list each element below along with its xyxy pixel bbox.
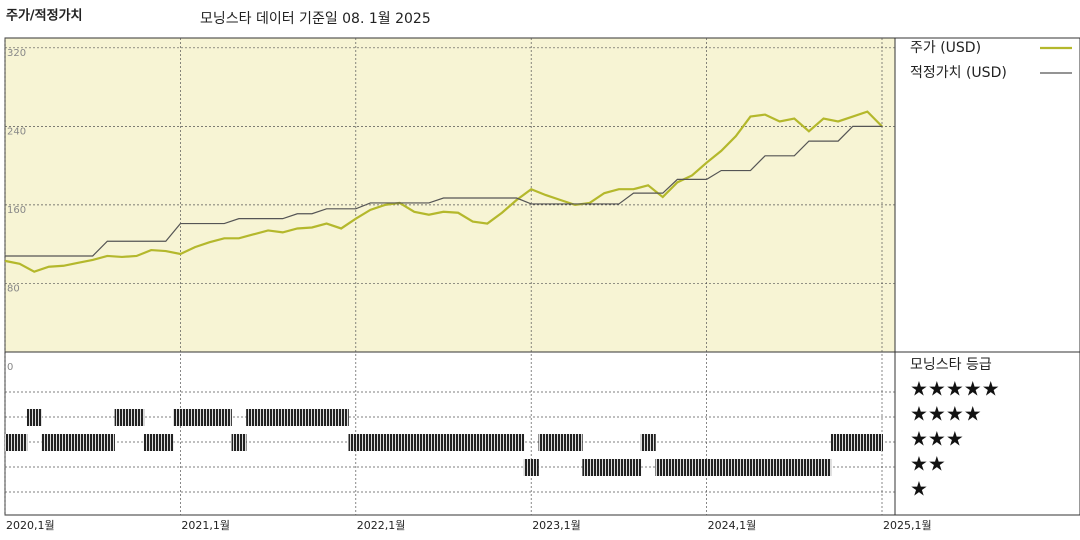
rating-bar	[757, 459, 773, 476]
rating-bar	[509, 434, 525, 451]
rating-bar	[845, 434, 861, 451]
legend-label: 적정가치 (USD)	[910, 65, 1007, 81]
y-tick-label: 160	[7, 205, 26, 216]
y-tick-label: 240	[7, 126, 26, 137]
rating-bar	[319, 409, 335, 426]
rating-bar	[480, 434, 495, 451]
rating-bar	[450, 434, 466, 451]
x-tick-label: 2023,1월	[532, 519, 581, 532]
rating-bar	[100, 434, 115, 451]
rating-bar	[363, 434, 379, 451]
x-tick-label: 2025,1월	[883, 519, 932, 532]
rating-bar	[713, 459, 729, 476]
rating-bar	[70, 434, 86, 451]
rating-bar	[392, 434, 408, 451]
rating-bar	[158, 434, 174, 451]
rating-bar	[523, 459, 539, 476]
rating-bar	[260, 409, 276, 426]
line	[4, 110, 883, 273]
rating-bar	[348, 434, 364, 451]
rating-bar	[56, 434, 72, 451]
rating-bar	[553, 434, 569, 451]
rating-bar	[143, 434, 159, 451]
rating-bar	[333, 409, 349, 426]
rating-bar	[860, 434, 875, 451]
rating-bar	[187, 409, 203, 426]
rating-bar	[699, 459, 715, 476]
rating-bar	[246, 409, 262, 426]
rating-bar	[655, 459, 671, 476]
rating-bar	[567, 434, 583, 451]
rating-bar	[421, 434, 437, 451]
rating-bar	[26, 409, 42, 426]
frame	[4, 37, 1080, 516]
line	[5, 125, 882, 257]
rating-label: ★★	[910, 452, 946, 476]
x-tick-label: 2021,1월	[181, 519, 230, 532]
rating-bar	[772, 459, 788, 476]
rating-bar	[596, 459, 612, 476]
rating-bar	[743, 459, 759, 476]
rating-bar	[129, 409, 145, 426]
rating-bar	[85, 434, 101, 451]
rating-bar	[816, 459, 832, 476]
rating-bar	[275, 409, 291, 426]
rating-bar	[830, 434, 846, 451]
rating-bar	[12, 434, 28, 451]
x-tick-label: 2024,1월	[708, 519, 757, 532]
rating-bar	[290, 409, 305, 426]
legend-label: 주가 (USD)	[910, 40, 981, 56]
rating-label: ★★★★	[910, 402, 982, 426]
rating-bar	[670, 459, 685, 476]
rating-title: 모닝스타 등급	[910, 357, 992, 373]
rating-bar	[494, 434, 510, 451]
y-tick-label: 320	[7, 48, 26, 59]
rating-bar	[728, 459, 744, 476]
rating-bar	[41, 434, 57, 451]
rating-bar	[640, 434, 656, 451]
rating-bar	[611, 459, 627, 476]
rating-bar	[874, 434, 883, 451]
x-tick-label: 2020,1월	[6, 519, 55, 532]
rating-bar	[5, 434, 14, 451]
rating-bar	[582, 459, 598, 476]
rating-label: ★★★★★	[910, 377, 1000, 401]
rating-bar	[216, 409, 232, 426]
chart-subtitle: 모닝스타 데이터 기준일 08. 1월 2025	[200, 11, 431, 27]
rating-label: ★	[910, 477, 928, 501]
rating-bar	[538, 434, 554, 451]
rating-bar	[173, 409, 189, 426]
rating-bar	[465, 434, 481, 451]
rating-bar	[684, 459, 700, 476]
x-tick-label: 2022,1월	[357, 519, 406, 532]
rating-bar	[406, 434, 422, 451]
rating-label: ★★★	[910, 427, 964, 451]
plot-background	[5, 38, 895, 352]
rating-bar	[304, 409, 320, 426]
rating-bar	[801, 459, 817, 476]
chart-title: 주가/적정가치	[6, 8, 83, 24]
y-tick-label: 0	[7, 362, 13, 373]
rating-bar	[114, 409, 130, 426]
rating-bar	[377, 434, 393, 451]
rating-bar	[436, 434, 452, 451]
rating-bar	[786, 459, 802, 476]
rating-bar	[202, 409, 218, 426]
y-tick-label: 80	[7, 283, 20, 294]
rating-bar	[626, 459, 642, 476]
rating-bar	[231, 434, 247, 451]
